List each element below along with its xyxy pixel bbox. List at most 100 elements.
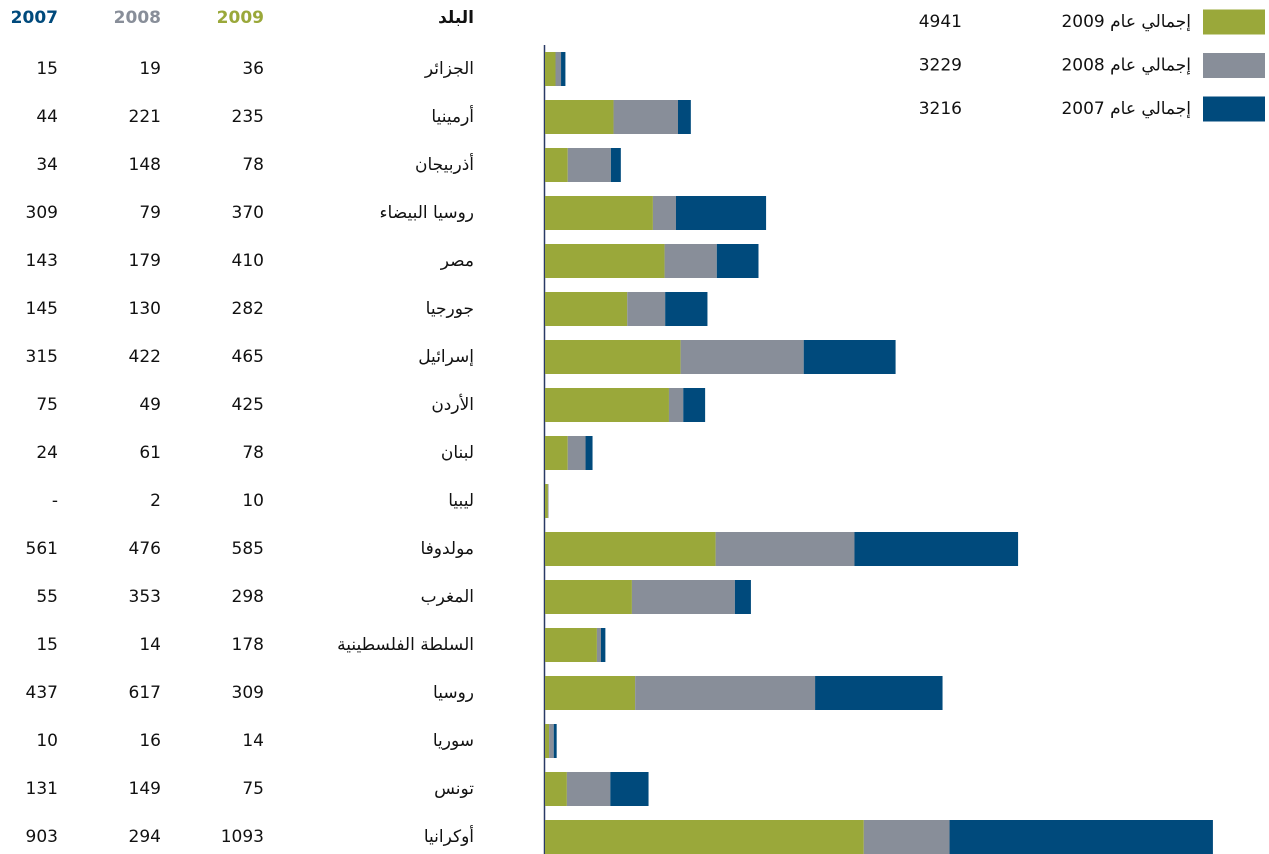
bar-segment: [678, 100, 691, 134]
bar-segment: [545, 580, 632, 614]
table-value: 75: [36, 395, 58, 415]
bar-segment: [545, 196, 653, 230]
bar-segment: [561, 52, 566, 86]
legend-swatch: [1203, 53, 1265, 78]
country-label: أرمينيا: [431, 105, 474, 127]
table-value: 145: [26, 299, 58, 319]
bar-segment: [553, 724, 557, 758]
table-value: 44: [36, 107, 58, 127]
bar-segment: [635, 676, 816, 710]
table-value: 476: [129, 539, 161, 559]
country-label: أوكرانيا: [424, 825, 474, 847]
country-label: جورجيا: [426, 299, 474, 319]
bar-segment: [664, 244, 717, 278]
table-value: 15: [36, 59, 58, 79]
table-value: 370: [232, 203, 264, 223]
bar-segment: [613, 100, 678, 134]
bar-segment: [815, 676, 943, 710]
bar-segment: [547, 484, 549, 518]
bar-segment: [715, 532, 855, 566]
table-value: 75: [242, 779, 264, 799]
table-value: 422: [129, 347, 161, 367]
bar-segment: [863, 820, 950, 854]
table-value: 437: [26, 683, 58, 703]
country-label: إسرائيل: [418, 347, 474, 367]
bar-segment: [545, 244, 665, 278]
table-value: 282: [232, 299, 264, 319]
bar-segment: [545, 724, 550, 758]
bar-segment: [665, 292, 708, 326]
table-value: 425: [232, 395, 264, 415]
bar-segment: [610, 148, 621, 182]
bar-segment: [545, 676, 636, 710]
table-value: 465: [232, 347, 264, 367]
bar-segment: [545, 340, 681, 374]
table-value: 14: [139, 635, 161, 655]
country-label: روسيا: [433, 683, 474, 703]
legend-swatch: [1203, 9, 1265, 35]
bar-segment: [675, 196, 767, 230]
bar-segment: [545, 100, 614, 134]
bar-segment: [596, 628, 601, 662]
table-value: 130: [129, 299, 161, 319]
bar-segment: [734, 580, 751, 614]
table-value: 294: [129, 827, 161, 847]
table-value: 561: [26, 539, 58, 559]
bar-segment: [585, 436, 593, 470]
bar-segment: [545, 292, 628, 326]
table-value: 1093: [221, 827, 264, 847]
country-label: سوريا: [433, 731, 474, 751]
country-label: الجزائر: [424, 59, 474, 79]
table-value: 24: [36, 443, 58, 463]
bar-segment: [545, 436, 568, 470]
bar-segment: [668, 388, 684, 422]
legend-total: 4941: [919, 12, 962, 32]
legend-total: 3216: [919, 99, 962, 119]
table-value: 149: [129, 779, 161, 799]
table-value: 131: [26, 779, 58, 799]
bar-segment: [949, 820, 1213, 854]
table-value: 617: [129, 683, 161, 703]
legend-label: إجمالي عام 2009: [1061, 12, 1191, 32]
table-value: 309: [232, 683, 264, 703]
table-value: 903: [26, 827, 58, 847]
table-value: 14: [242, 731, 264, 751]
table-value: 78: [242, 443, 264, 463]
column-header: 2007: [11, 8, 58, 28]
bar-segment: [545, 388, 669, 422]
table-value: -: [52, 491, 58, 511]
table-value: 148: [129, 155, 161, 175]
table-value: 36: [242, 59, 264, 79]
country-label: ليبيا: [448, 491, 474, 511]
bar-segment: [631, 580, 735, 614]
bar-segment: [549, 724, 554, 758]
table-value: 178: [232, 635, 264, 655]
table-value: 34: [36, 155, 58, 175]
country-label: تونس: [434, 779, 474, 799]
legend-swatch: [1203, 96, 1265, 122]
table-value: 179: [129, 251, 161, 271]
table-value: 78: [242, 155, 264, 175]
table-value: 221: [129, 107, 161, 127]
bar-segment: [545, 52, 556, 86]
bar-segment: [545, 772, 567, 806]
table-value: 585: [232, 539, 264, 559]
table-value: 298: [232, 587, 264, 607]
table-value: 315: [26, 347, 58, 367]
table-value: 15: [36, 635, 58, 655]
bar-segment: [601, 628, 606, 662]
column-header: 2008: [114, 8, 161, 28]
bar-segment: [545, 628, 597, 662]
bar-segment: [610, 772, 649, 806]
table-value: 353: [129, 587, 161, 607]
bar-segment: [652, 196, 676, 230]
bar-segment: [683, 388, 706, 422]
table-value: 10: [36, 731, 58, 751]
country-label: السلطة الفلسطينية: [337, 635, 474, 655]
country-label: مولدوفا: [420, 539, 474, 559]
bar-segment: [716, 244, 759, 278]
bar-segment: [545, 148, 568, 182]
table-value: 16: [139, 731, 161, 751]
table-value: 19: [139, 59, 161, 79]
